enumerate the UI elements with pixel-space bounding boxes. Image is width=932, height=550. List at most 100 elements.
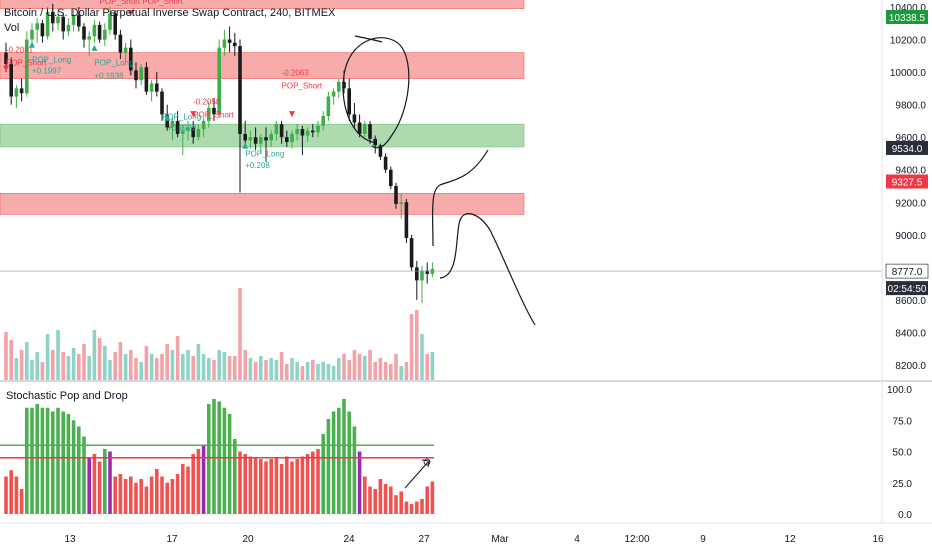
candle-body — [196, 129, 201, 138]
stochastic-bar — [337, 407, 341, 514]
stochastic-bar — [175, 474, 180, 514]
signal-arrow — [29, 41, 35, 48]
stochastic-bar — [212, 399, 216, 514]
candle-body — [430, 268, 435, 274]
drawing-circle — [342, 35, 410, 149]
stochastic-bar — [51, 411, 55, 514]
price-label-box — [886, 140, 928, 155]
stochastic-bar — [207, 404, 211, 514]
time-tick-label: 16 — [872, 534, 884, 545]
volume-bar — [347, 360, 351, 380]
stochastic-bar — [285, 456, 289, 514]
stochastic-bar — [238, 451, 242, 514]
stochastic-bar — [321, 434, 325, 514]
stochastic-bar — [139, 479, 143, 514]
volume-bar — [233, 356, 237, 380]
signal-arrow — [242, 142, 249, 149]
volume-bar — [409, 314, 414, 380]
volume-bar — [389, 364, 393, 380]
volume-bar — [295, 362, 299, 380]
stochastic-bar — [326, 419, 331, 514]
stochastic-bar — [30, 407, 34, 514]
stochastic-tick-label: 100.0 — [887, 385, 912, 396]
time-tick-label: 12:00 — [624, 534, 649, 545]
price-label-box — [886, 10, 928, 25]
stochastic-tick-label: 25.0 — [893, 479, 913, 490]
zone-resistance-1 — [0, 52, 525, 79]
volume-bar — [71, 348, 76, 380]
volume-bar — [40, 362, 45, 380]
price-tick-label: 8200.0 — [895, 361, 926, 372]
volume-bar — [253, 362, 258, 380]
candle-body — [40, 23, 45, 37]
time-tick-label: 20 — [242, 534, 254, 545]
volume-bar — [290, 358, 294, 380]
stochastic-bar — [82, 436, 86, 514]
candle-body — [274, 124, 279, 134]
candle-body — [233, 42, 237, 47]
candle-body — [383, 156, 388, 170]
candle-body — [368, 124, 372, 139]
candle-body — [87, 36, 91, 40]
candle-body — [45, 11, 50, 37]
price-tick-label: 8600.0 — [895, 296, 926, 307]
candle-body — [321, 116, 325, 126]
candle-body — [35, 23, 39, 30]
time-tick-label: 9 — [700, 534, 706, 545]
volume-bar — [285, 364, 289, 380]
signal-label: POP_Long — [162, 112, 201, 121]
volume-bar — [82, 344, 86, 380]
stochastic-bar — [71, 420, 76, 514]
candle-body — [175, 120, 180, 134]
candle-body — [290, 133, 294, 143]
stochastic-bar — [394, 495, 398, 514]
stochastic-tick-label: 0.0 — [898, 510, 912, 521]
candle-body — [212, 107, 216, 115]
volume-bar — [165, 344, 169, 380]
drawing-indicator-circle — [423, 458, 431, 466]
candle-body — [201, 120, 206, 130]
candle-body — [144, 67, 149, 92]
candle-body — [337, 81, 341, 92]
stochastic-bar — [295, 459, 299, 514]
volume-bar — [170, 350, 175, 380]
signal-label: +0.1929 — [167, 124, 197, 133]
candle-body — [170, 120, 175, 128]
candle-body — [97, 24, 102, 40]
stochastic-bar — [40, 407, 45, 514]
stochastic-bar — [35, 404, 39, 514]
volume-bar — [363, 356, 367, 380]
zone-support-2 — [0, 123, 525, 148]
stochastic-bar — [300, 456, 305, 514]
indicator-label: Stochastic Pop and Drop — [6, 390, 128, 402]
candle-body — [238, 46, 242, 134]
candle-body — [363, 124, 367, 134]
stochastic-bar — [103, 449, 107, 514]
time-tick-label: 12 — [784, 534, 796, 545]
volume-bar — [118, 342, 123, 380]
stochastic-bar — [113, 476, 117, 514]
time-tick-label: 27 — [418, 534, 430, 545]
signal-label: POP_Short — [193, 111, 234, 120]
candle-body — [305, 130, 310, 136]
stochastic-bar — [248, 456, 253, 514]
stochastic-bar — [415, 501, 419, 514]
stochastic-bar — [233, 439, 237, 514]
candle-body — [253, 137, 258, 144]
time-tick-label: 4 — [574, 534, 580, 545]
stochastic-bar — [290, 461, 294, 514]
volume-bar — [331, 366, 336, 380]
candle-body — [279, 124, 284, 138]
signal-label: +0.208 — [245, 161, 270, 170]
stochastic-bar — [404, 501, 409, 514]
price-tick-label: 10400.0 — [890, 3, 927, 14]
candle-body — [92, 24, 97, 37]
volume-bar — [378, 358, 383, 380]
candle-body — [415, 267, 419, 281]
stochastic-bar — [378, 479, 383, 514]
stochastic-bar — [123, 479, 128, 514]
stochastic-bar — [368, 486, 372, 514]
signal-label: -0.2081 — [6, 46, 34, 55]
signal-label: POP_Long — [32, 55, 71, 64]
